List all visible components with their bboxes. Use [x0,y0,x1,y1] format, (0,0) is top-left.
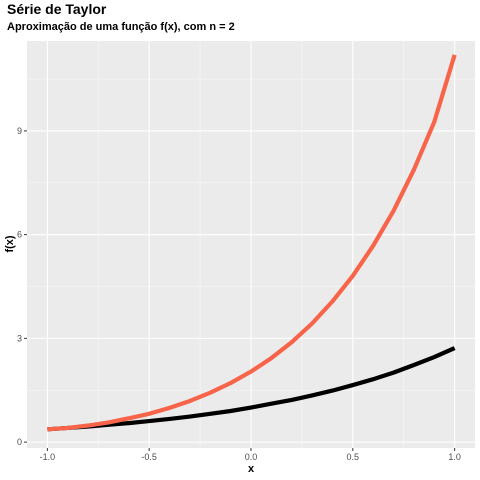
y-tick-label: 0 [17,437,22,447]
y-axis-title: f(x) [4,235,16,252]
series-layer [47,54,457,432]
y-axis: 0 3 6 9 [17,126,27,447]
y-tick-label: 6 [17,230,22,240]
x-tick-label: 1.0 [448,452,461,462]
x-tick-label: 0.5 [347,452,360,462]
x-tick-label: -0.5 [141,452,157,462]
major-gridlines [27,41,475,448]
x-axis: -1.0 -0.5 0.0 0.5 1.0 [40,448,461,462]
chart-title: Série de Taylor [7,1,107,17]
y-tick-label: 9 [17,126,22,136]
x-tick-label: -1.0 [40,452,56,462]
series-line-2 [47,54,457,432]
y-tick-label: 3 [17,333,22,343]
x-tick-label: 0.0 [245,452,258,462]
x-axis-title: x [248,463,255,475]
chart-subtitle: Aproximação de uma função f(x), com n = … [7,21,235,33]
series-line-1 [47,346,456,432]
